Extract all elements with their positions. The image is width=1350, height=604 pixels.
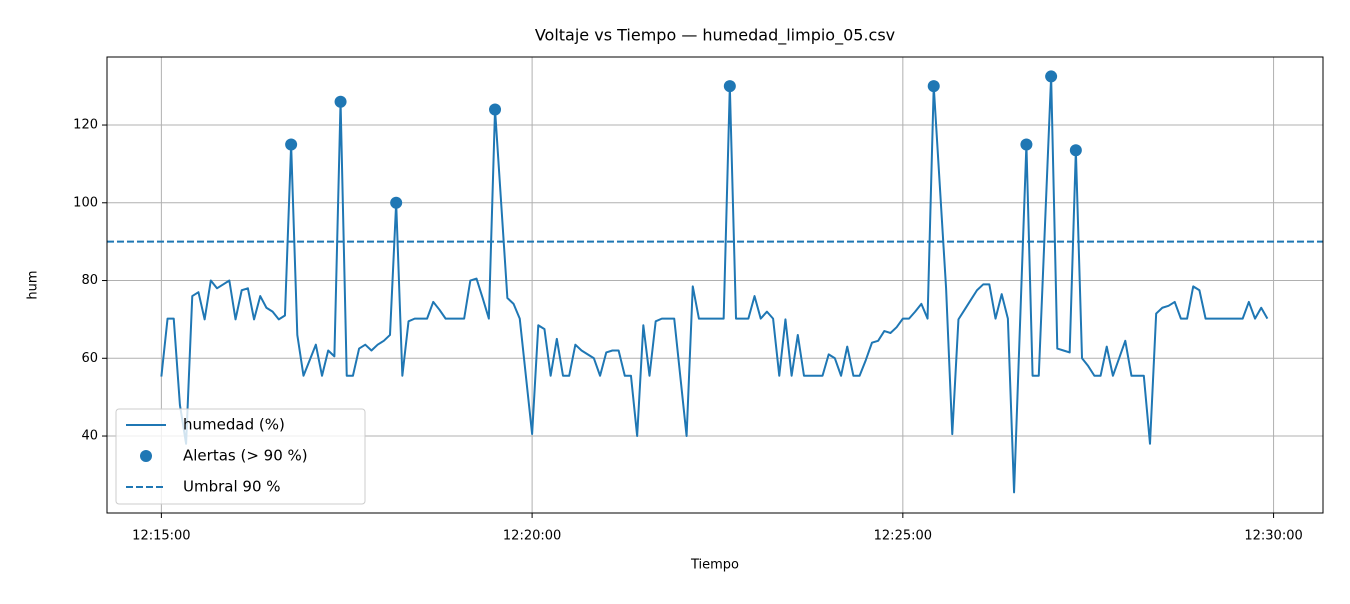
alert-point: [1020, 138, 1033, 151]
y-tick-label: 100: [73, 195, 98, 210]
x-tick-label: 12:30:00: [1244, 529, 1302, 544]
legend-label: Alertas (> 90 %): [183, 447, 308, 465]
alert-point: [489, 103, 502, 116]
legend-label: Umbral 90 %: [183, 478, 281, 496]
data-line: [160, 75, 1269, 494]
y-axis-label: hum: [26, 270, 41, 299]
x-tick-label: 12:15:00: [132, 529, 190, 544]
y-tick-label: 120: [73, 118, 98, 133]
x-tick-label: 12:20:00: [503, 529, 561, 544]
x-axis-label: Tiempo: [690, 558, 739, 573]
x-tick-label: 12:25:00: [874, 529, 932, 544]
chart-title: Voltaje vs Tiempo — humedad_limpio_05.cs…: [535, 26, 895, 46]
alert-point: [390, 196, 403, 209]
alert-point: [1045, 70, 1058, 83]
alert-point: [927, 80, 940, 93]
legend-box: [115, 408, 366, 505]
y-tick-label: 40: [81, 429, 98, 444]
y-tick-label: 60: [81, 351, 98, 366]
alert-point: [334, 95, 347, 108]
legend-label: humedad (%): [183, 416, 285, 434]
legend: humedad (%) Alertas (> 90 %) Umbral 90 %: [115, 408, 366, 505]
y-tick-label: 80: [81, 273, 98, 288]
legend-marker: [140, 450, 152, 462]
alert-point: [285, 138, 298, 151]
plot-frame: [106, 56, 1324, 514]
alert-point: [1069, 144, 1082, 157]
alert-point: [723, 80, 736, 93]
